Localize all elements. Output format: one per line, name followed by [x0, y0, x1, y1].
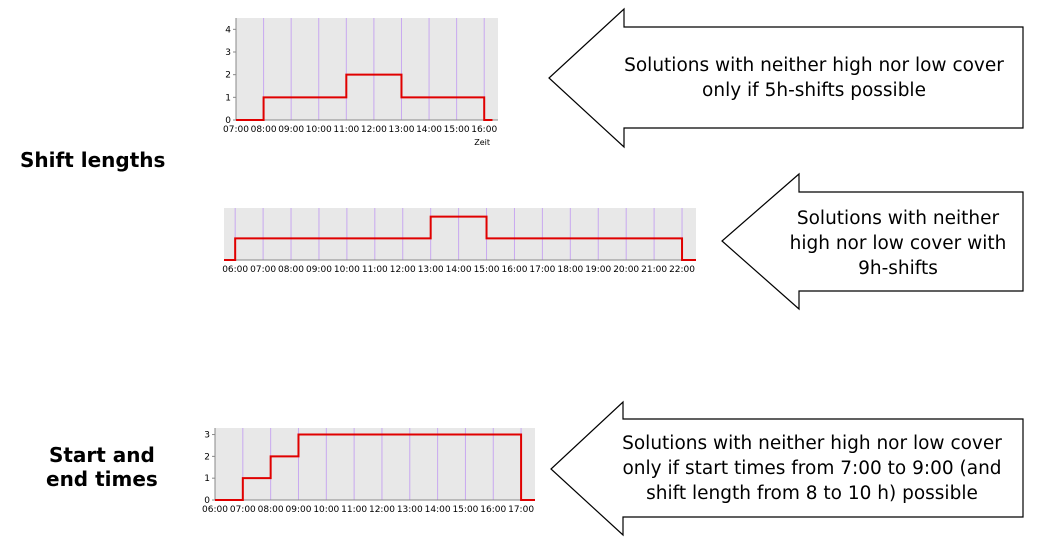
- x-tick-label: 16:00: [480, 505, 506, 515]
- y-tick-label: 4: [225, 25, 231, 35]
- x-tick-label: 16:00: [501, 265, 527, 275]
- x-tick-label: 07:00: [230, 505, 256, 515]
- x-tick-label: 14:00: [446, 265, 472, 275]
- x-tick-label: 17:00: [508, 505, 534, 515]
- y-tick-label: 0: [204, 496, 210, 506]
- plot-area: [236, 18, 498, 120]
- callout-arrow-3: Solutions with neither high nor low cove…: [550, 400, 1024, 537]
- left-arrow-shape-3: [550, 400, 1024, 537]
- callout-arrow-1: Solutions with neither high nor low cove…: [548, 7, 1024, 149]
- x-tick-label: 07:00: [250, 265, 276, 275]
- x-tick-label: 17:00: [529, 265, 555, 275]
- x-tick-label: 07:00: [223, 125, 249, 135]
- x-tick-label: 06:00: [222, 265, 248, 275]
- x-tick-label: 13:00: [389, 125, 415, 135]
- x-tick-label: 15:00: [474, 265, 500, 275]
- x-tick-label: 08:00: [258, 505, 284, 515]
- x-tick-label: 11:00: [362, 265, 388, 275]
- x-tick-label: 13:00: [397, 505, 423, 515]
- x-tick-label: 06:00: [202, 505, 228, 515]
- x-tick-label: 13:00: [418, 265, 444, 275]
- x-tick-label: 09:00: [278, 125, 304, 135]
- step-series-line: [236, 73, 493, 121]
- x-tick-label: 08:00: [278, 265, 304, 275]
- step-series-line: [224, 215, 696, 261]
- y-tick-label: 1: [204, 474, 210, 484]
- start-end-times-label-line2: end times: [46, 467, 158, 491]
- left-arrow-shape-2: [721, 172, 1024, 311]
- start-end-times-label: Start and end times: [46, 443, 158, 491]
- x-tick-label: 16:00: [471, 125, 497, 135]
- x-tick-label: 11:00: [333, 125, 359, 135]
- start-end-times-label-line1: Start and: [48, 443, 155, 467]
- x-tick-label: 10:00: [313, 505, 339, 515]
- x-tick-label: 14:00: [416, 125, 442, 135]
- plot-area: [215, 428, 535, 500]
- left-arrow-shape-1: [548, 7, 1024, 149]
- y-tick-label: 1: [225, 93, 231, 103]
- x-tick-label: 09:00: [306, 265, 332, 275]
- x-tick-label: 15:00: [452, 505, 478, 515]
- callout-text-2: Solutions with neither high nor low cove…: [789, 208, 1007, 279]
- callout-text-1: Solutions with neither high nor low cove…: [624, 54, 1004, 101]
- x-tick-label: 11:00: [341, 505, 367, 515]
- x-tick-label: 18:00: [557, 265, 583, 275]
- x-tick-label: 19:00: [585, 265, 611, 275]
- x-tick-label: 12:00: [390, 265, 416, 275]
- x-tick-label: 10:00: [306, 125, 332, 135]
- callout-text-3: Solutions with neither high nor low cove…: [622, 432, 1002, 504]
- shift-lengths-label: Shift lengths: [20, 148, 166, 172]
- x-tick-label: 15:00: [444, 125, 470, 135]
- x-tick-label: 14:00: [425, 505, 451, 515]
- callout-arrow-2: Solutions with neither high nor low cove…: [721, 172, 1024, 311]
- x-tick-label: 22:00: [669, 265, 695, 275]
- x-axis-title: Zeit: [474, 138, 490, 147]
- x-tick-label: 12:00: [369, 505, 395, 515]
- step-series-line: [215, 433, 535, 501]
- y-tick-label: 0: [225, 116, 231, 126]
- x-tick-label: 20:00: [613, 265, 639, 275]
- x-tick-label: 10:00: [334, 265, 360, 275]
- y-tick-label: 3: [204, 431, 210, 441]
- x-tick-label: 21:00: [641, 265, 667, 275]
- x-tick-label: 12:00: [361, 125, 387, 135]
- y-tick-label: 3: [225, 48, 231, 58]
- y-tick-label: 2: [225, 71, 231, 81]
- y-tick-label: 2: [204, 452, 210, 462]
- x-tick-label: 08:00: [251, 125, 277, 135]
- x-tick-label: 09:00: [286, 505, 312, 515]
